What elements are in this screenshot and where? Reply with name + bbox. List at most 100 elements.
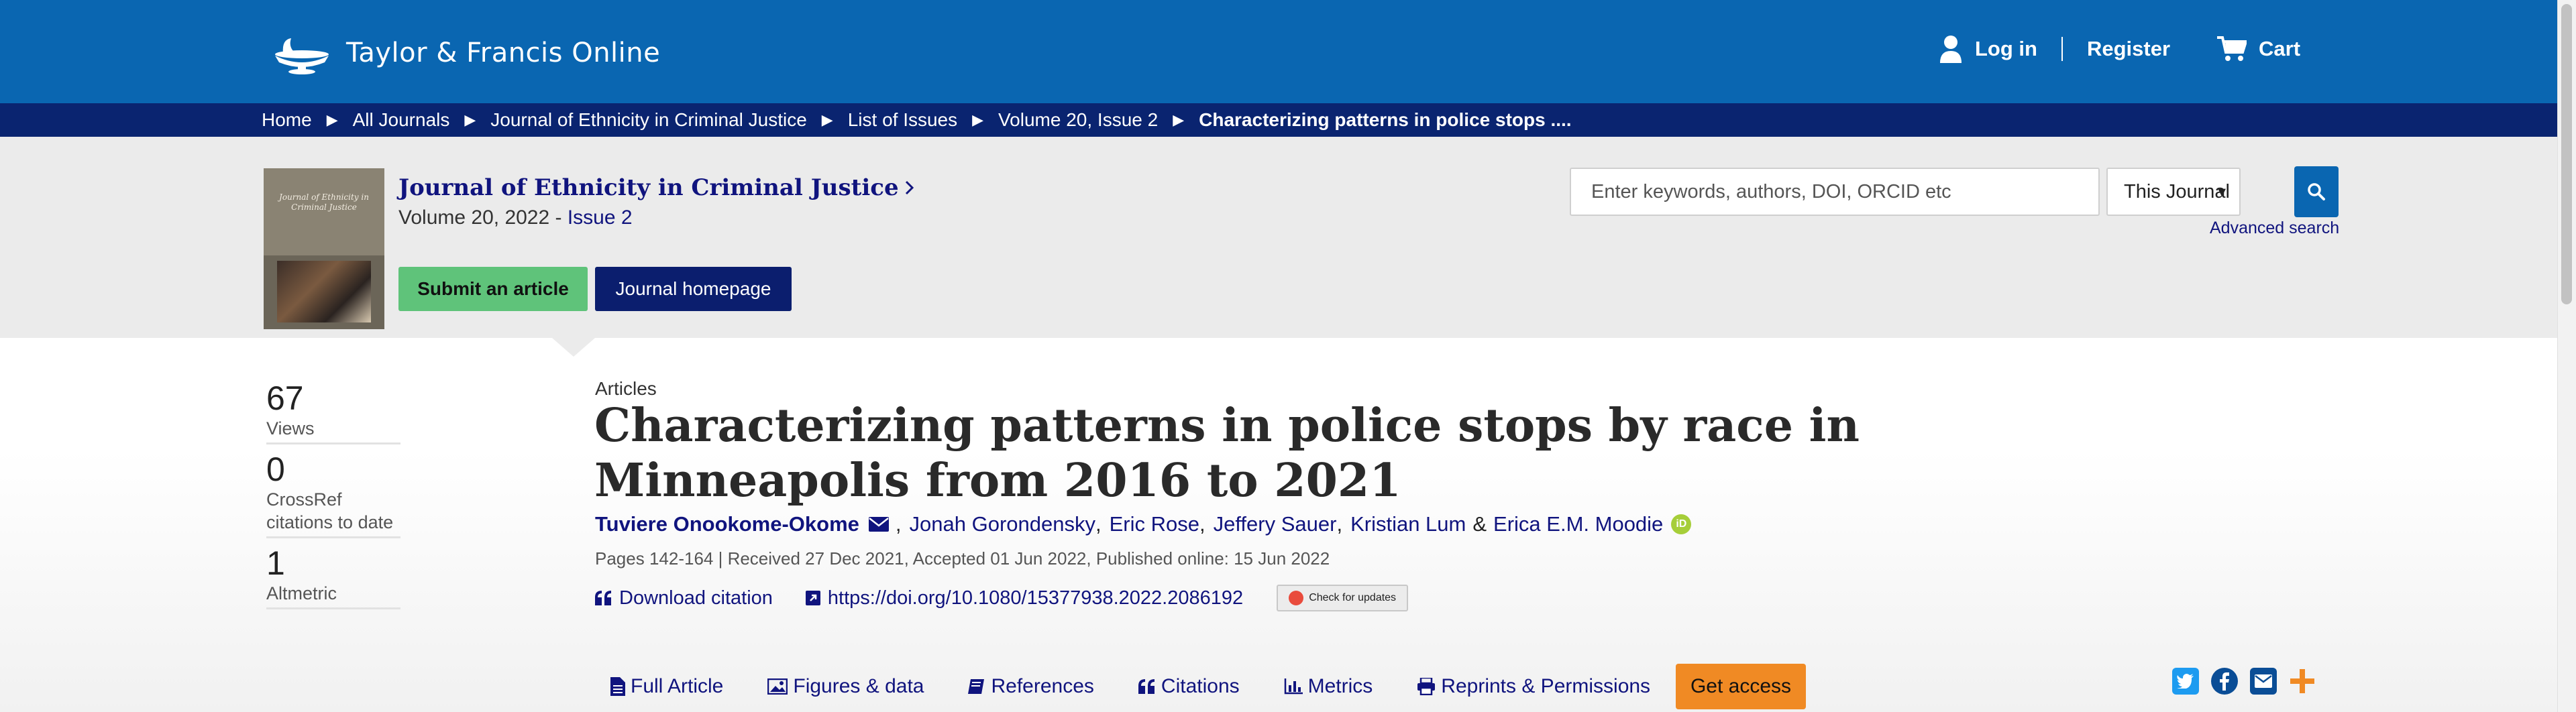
metric-label: Altmetric [266,583,337,603]
quote-icon [595,591,611,605]
author-list: Tuviere Onookome-Okome , Jonah Gorondens… [595,512,1692,536]
tab-metrics[interactable]: Metrics [1284,675,1373,698]
tab-figures-data[interactable]: Figures & data [767,675,924,698]
journal-homepage-button[interactable]: Journal homepage [595,267,792,311]
tab-citations[interactable]: Citations [1138,675,1240,698]
printer-icon [1417,678,1436,695]
search-scope-value: This Journal [2124,180,2230,202]
register-label: Register [2086,37,2171,60]
triangle-right-icon: ▶ [1173,111,1185,128]
tab-reprints-permissions[interactable]: Reprints & Permissions [1417,675,1650,698]
orcid-icon[interactable]: iD [1671,514,1692,534]
triangle-right-icon: ▶ [464,111,476,128]
facebook-icon[interactable] [2211,668,2238,695]
chevron-right-icon [905,180,914,195]
triangle-right-icon: ▶ [326,111,338,128]
author-link[interactable]: Tuviere Onookome-Okome [595,512,859,536]
breadcrumb-issue[interactable]: Volume 20, Issue 2 [998,109,1159,130]
issue-link[interactable]: Issue 2 [567,206,633,229]
journal-volume: Volume 20, 2022 - Issue 2 [398,206,633,229]
envelope-icon[interactable] [868,517,889,532]
article-title: Characterizing patterns in police stops … [594,399,1860,508]
submit-article-button[interactable]: Submit an article [398,267,588,311]
breadcrumb-home[interactable]: Home [262,109,312,130]
article-section: Articles [595,378,657,399]
advanced-search-link[interactable]: Advanced search [2210,219,2340,237]
download-citation-link[interactable]: Download citation [619,587,773,609]
search-button[interactable] [2294,166,2339,217]
author-separator: , [1199,512,1205,536]
tab-label: Full Article [631,675,724,697]
email-share-icon[interactable] [2250,668,2277,695]
triangle-right-icon: ▶ [972,111,984,128]
search-input[interactable]: Enter keywords, authors, DOI, ORCID etc [1570,168,2100,216]
cart-label: Cart [2259,37,2301,60]
login-link[interactable]: Log in [1939,35,2037,63]
site-header: Taylor & Francis Online Log in Register … [0,0,2557,103]
metric-altmetric[interactable]: 1 Altmetric [266,544,400,609]
metric-label: CrossRef citations to date [266,489,394,532]
user-icon [1940,36,1962,63]
search-icon [2308,183,2325,200]
breadcrumb-journal[interactable]: Journal of Ethnicity in Criminal Justice [490,109,807,130]
author-link[interactable]: Erica E.M. Moodie [1493,512,1664,536]
author-ampersand: & [1472,512,1487,536]
journal-cover[interactable]: Journal of Ethnicity in Criminal Justice [264,168,384,329]
crossmark-icon [1289,591,1304,605]
lamp-logo-icon [275,38,329,74]
cart-icon [2217,36,2247,61]
check-for-updates-button[interactable]: Check for updates [1277,585,1409,611]
journal-title: Journal of Ethnicity in Criminal Justice [398,174,899,201]
triangle-right-icon: ▶ [821,111,833,128]
author-link[interactable]: Kristian Lum [1350,512,1466,536]
breadcrumb-bar: Home ▶ All Journals ▶ Journal of Ethnici… [0,103,2557,137]
chevron-down-icon: ▼ [2215,185,2229,200]
login-label: Log in [1975,37,2037,60]
metric-value: 0 [266,451,285,488]
scrollbar-track[interactable] [2557,0,2576,712]
author-link[interactable]: Eric Rose [1109,512,1199,536]
article-tabs: Full Article Figures & data References C… [610,664,1695,709]
tab-full-article[interactable]: Full Article [610,675,723,698]
bar-chart-icon [1284,678,1303,695]
plus-share-icon[interactable] [2289,668,2316,695]
share-icons [2172,668,2316,695]
author-link[interactable]: Jonah Gorondensky [909,512,1095,536]
tab-label: References [991,675,1094,697]
journal-title-link[interactable]: Journal of Ethnicity in Criminal Justice [398,174,915,201]
search-scope-select[interactable]: This Journal ▼ [2106,168,2241,216]
tab-label: Metrics [1307,675,1373,697]
account-actions: Log in Register Cart [1939,35,2300,63]
cart-link[interactable]: Cart [2217,36,2300,62]
volume-text: Volume 20, 2022 - [398,206,568,229]
external-link-icon [805,591,820,605]
tab-references[interactable]: References [968,675,1094,698]
register-link[interactable]: Register [2087,37,2170,61]
breadcrumb-list-of-issues[interactable]: List of Issues [847,109,958,130]
get-access-button[interactable]: Get access [1676,664,1806,709]
author-separator: , [1336,512,1343,536]
cover-title: Journal of Ethnicity in Criminal Justice [279,192,369,212]
breadcrumb-all-journals[interactable]: All Journals [352,109,450,130]
twitter-icon[interactable] [2172,668,2199,695]
breadcrumb-current: Characterizing patterns in police stops … [1199,109,1572,130]
author-link[interactable]: Jeffery Sauer [1213,512,1337,536]
doi-link[interactable]: https://doi.org/10.1080/15377938.2022.20… [827,587,1244,609]
metric-views: 67 Views [266,379,400,444]
cover-image [277,261,371,322]
author-separator: , [1095,512,1102,536]
content-background [0,338,2557,712]
quote-icon [1138,679,1155,694]
cover-top [264,168,384,255]
tab-label: Reprints & Permissions [1441,675,1651,697]
scrollbar-thumb[interactable] [2561,4,2572,304]
image-icon [767,678,788,695]
site-logo[interactable]: Taylor & Francis Online [268,29,660,76]
publication-info: Pages 142-164 | Received 27 Dec 2021, Ac… [595,548,1330,569]
banner-pointer [552,338,595,357]
doi-link-wrapper[interactable]: https://doi.org/10.1080/15377938.2022.20… [805,587,1243,609]
metric-crossref[interactable]: 0 CrossRef citations to date [266,451,400,538]
tab-label: Figures & data [793,675,924,697]
logo-text: Taylor & Francis Online [346,38,661,68]
check-for-updates-label: Check for updates [1309,592,1397,603]
